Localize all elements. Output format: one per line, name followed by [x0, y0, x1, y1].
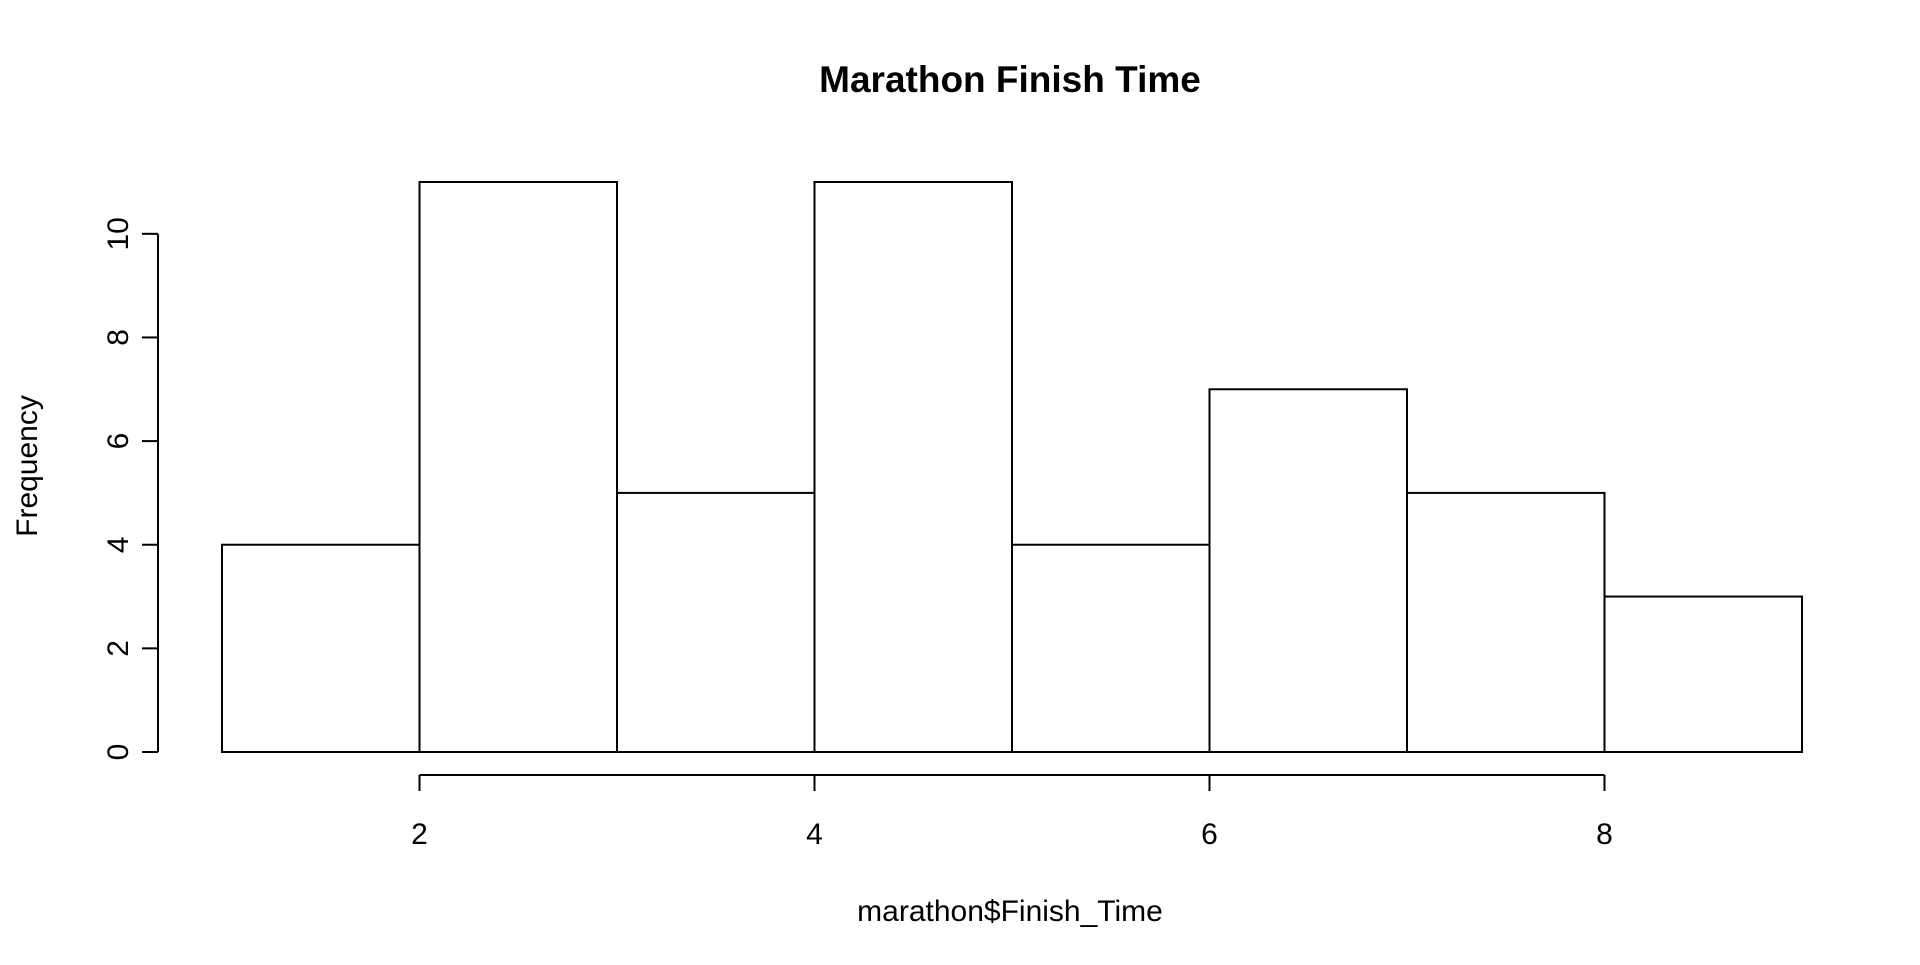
y-tick-label-6: 6: [102, 433, 135, 450]
y-tick-label-0: 0: [102, 744, 135, 761]
x-tick-label-4: 4: [806, 818, 823, 851]
y-tick-label-4: 4: [102, 536, 135, 553]
x-tick-label-2: 2: [411, 818, 428, 851]
chart-title: Marathon Finish Time: [819, 59, 1201, 100]
x-tick-label-8: 8: [1596, 818, 1613, 851]
y-tick-label-10: 10: [102, 217, 135, 250]
histogram-bar-3: [616, 491, 816, 753]
x-tick-label-6: 6: [1201, 818, 1218, 851]
histogram-bar-2: [418, 181, 618, 753]
bars-group: [221, 181, 1803, 754]
histogram-bar-5: [1011, 543, 1211, 754]
y-tick-label-2: 2: [102, 640, 135, 657]
y-tick-label-8: 8: [102, 329, 135, 346]
histogram-bar-6: [1208, 388, 1408, 753]
y-axis: 0 2 4 6 8 10: [102, 217, 159, 761]
y-axis-label: Frequency: [11, 395, 44, 537]
histogram-bar-4: [813, 181, 1013, 753]
histogram-bar-1: [221, 543, 421, 754]
histogram-bar-8: [1603, 595, 1803, 754]
x-axis-label: marathon$Finish_Time: [857, 895, 1163, 928]
x-axis: 2 4 6 8: [411, 774, 1613, 851]
histogram-bar-7: [1406, 491, 1606, 753]
